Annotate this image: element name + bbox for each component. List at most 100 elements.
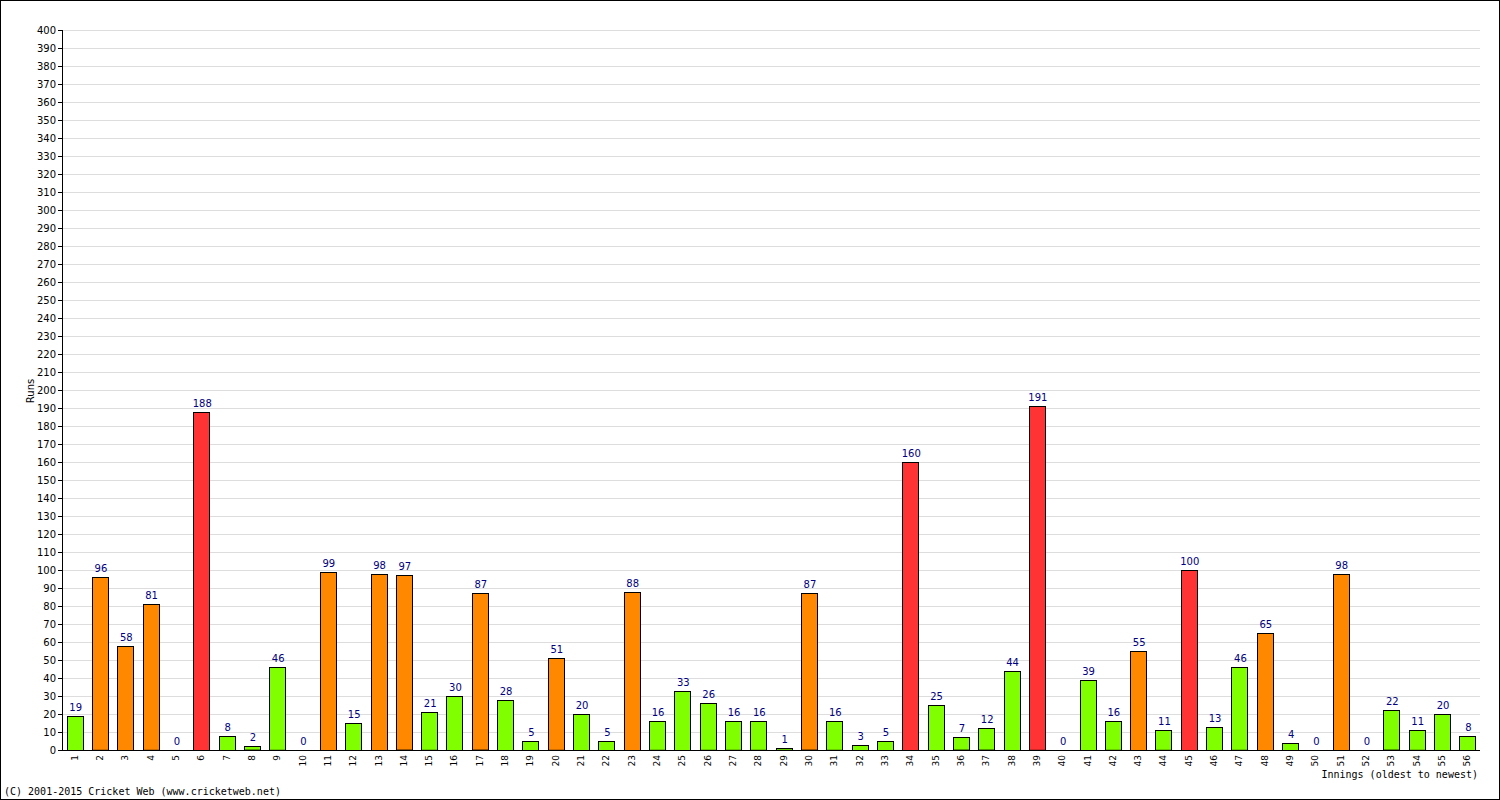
data-label: 5 xyxy=(604,727,610,738)
data-label: 25 xyxy=(930,691,943,702)
y-tick xyxy=(58,174,62,175)
grid-line xyxy=(62,264,1480,265)
x-tick-label: 10 xyxy=(298,755,308,767)
y-tick-label: 190 xyxy=(37,403,56,414)
annotation: (C) 2001-2015 Cricket Web (www.cricketwe… xyxy=(4,786,281,797)
grid-line xyxy=(62,174,1480,175)
bar xyxy=(523,742,539,751)
x-tick-label: 35 xyxy=(931,755,941,766)
y-tick xyxy=(58,282,62,283)
data-label: 99 xyxy=(323,558,336,569)
y-tick-label: 150 xyxy=(37,475,56,486)
grid-line xyxy=(62,102,1480,103)
data-label: 0 xyxy=(1313,736,1319,747)
x-tick-label: 31 xyxy=(829,755,839,766)
data-label: 100 xyxy=(1180,556,1199,567)
y-tick xyxy=(58,426,62,427)
x-tick-label: 38 xyxy=(1007,755,1017,767)
bar xyxy=(245,747,261,751)
x-tick-label: 43 xyxy=(1133,755,1143,766)
x-tick-label: 25 xyxy=(677,755,687,766)
data-label: 0 xyxy=(1060,736,1066,747)
bar xyxy=(321,573,337,751)
y-tick-label: 310 xyxy=(37,187,56,198)
x-tick-label: 21 xyxy=(576,755,586,766)
y-tick-label: 110 xyxy=(37,547,56,558)
y-tick xyxy=(58,354,62,355)
grid-line xyxy=(62,84,1480,85)
bar xyxy=(1410,731,1426,751)
y-tick-label: 130 xyxy=(37,511,56,522)
grid-line xyxy=(62,300,1480,301)
y-tick xyxy=(58,372,62,373)
x-tick-label: 17 xyxy=(475,755,485,766)
y-tick-label: 0 xyxy=(50,745,56,756)
y-tick-label: 300 xyxy=(37,205,56,216)
data-label: 16 xyxy=(829,707,842,718)
y-tick-label: 320 xyxy=(37,169,56,180)
y-tick-label: 350 xyxy=(37,115,56,126)
y-tick xyxy=(58,264,62,265)
x-tick-label: 39 xyxy=(1032,755,1042,767)
bar xyxy=(194,413,210,751)
y-tick xyxy=(58,102,62,103)
x-tick-label: 30 xyxy=(804,755,814,767)
data-label: 11 xyxy=(1158,716,1171,727)
grid-line xyxy=(62,588,1480,589)
x-tick-label: 22 xyxy=(601,755,611,766)
data-label: 30 xyxy=(449,682,462,693)
x-tick-label: 27 xyxy=(728,755,738,766)
y-tick xyxy=(58,516,62,517)
y-tick-label: 280 xyxy=(37,241,56,252)
x-tick-label: 13 xyxy=(374,755,384,766)
data-label: 16 xyxy=(652,707,665,718)
y-tick xyxy=(58,156,62,157)
y-tick-label: 400 xyxy=(37,25,56,36)
y-tick xyxy=(58,138,62,139)
y-tick xyxy=(58,588,62,589)
bar xyxy=(954,738,970,751)
y-tick-label: 120 xyxy=(37,529,56,540)
x-tick-label: 2 xyxy=(95,755,105,761)
bar xyxy=(422,713,438,751)
x-tick-label: 56 xyxy=(1462,755,1472,767)
data-label: 46 xyxy=(1234,653,1247,664)
bar xyxy=(1435,715,1451,751)
x-tick-label: 14 xyxy=(399,755,409,767)
data-label: 22 xyxy=(1386,696,1399,707)
y-tick-label: 230 xyxy=(37,331,56,342)
grid-line xyxy=(62,66,1480,67)
x-tick-label: 4 xyxy=(146,755,156,761)
y-tick xyxy=(58,30,62,31)
y-axis-label: Runs xyxy=(25,379,36,403)
y-tick-label: 370 xyxy=(37,79,56,90)
data-label: 13 xyxy=(1209,713,1222,724)
data-label: 16 xyxy=(728,707,741,718)
x-tick-label: 9 xyxy=(272,755,282,761)
y-tick xyxy=(58,714,62,715)
y-tick-label: 250 xyxy=(37,295,56,306)
grid-line xyxy=(62,408,1480,409)
grid-line xyxy=(62,426,1480,427)
bar xyxy=(802,594,818,751)
x-tick-label: 16 xyxy=(449,755,459,767)
grid-line xyxy=(62,48,1480,49)
grid-line xyxy=(62,156,1480,157)
y-tick xyxy=(58,624,62,625)
data-label: 96 xyxy=(95,563,108,574)
data-label: 12 xyxy=(981,714,994,725)
y-tick-label: 220 xyxy=(37,349,56,360)
y-tick xyxy=(58,66,62,67)
data-label: 87 xyxy=(474,579,487,590)
grid-line xyxy=(62,138,1480,139)
data-label: 0 xyxy=(1364,736,1370,747)
y-tick-label: 180 xyxy=(37,421,56,432)
grid-line xyxy=(62,480,1480,481)
y-tick xyxy=(58,642,62,643)
x-tick-label: 28 xyxy=(753,755,763,767)
y-tick-label: 170 xyxy=(37,439,56,450)
grid-line xyxy=(62,210,1480,211)
grid-line xyxy=(62,462,1480,463)
data-label: 16 xyxy=(753,707,766,718)
grid-line xyxy=(62,498,1480,499)
